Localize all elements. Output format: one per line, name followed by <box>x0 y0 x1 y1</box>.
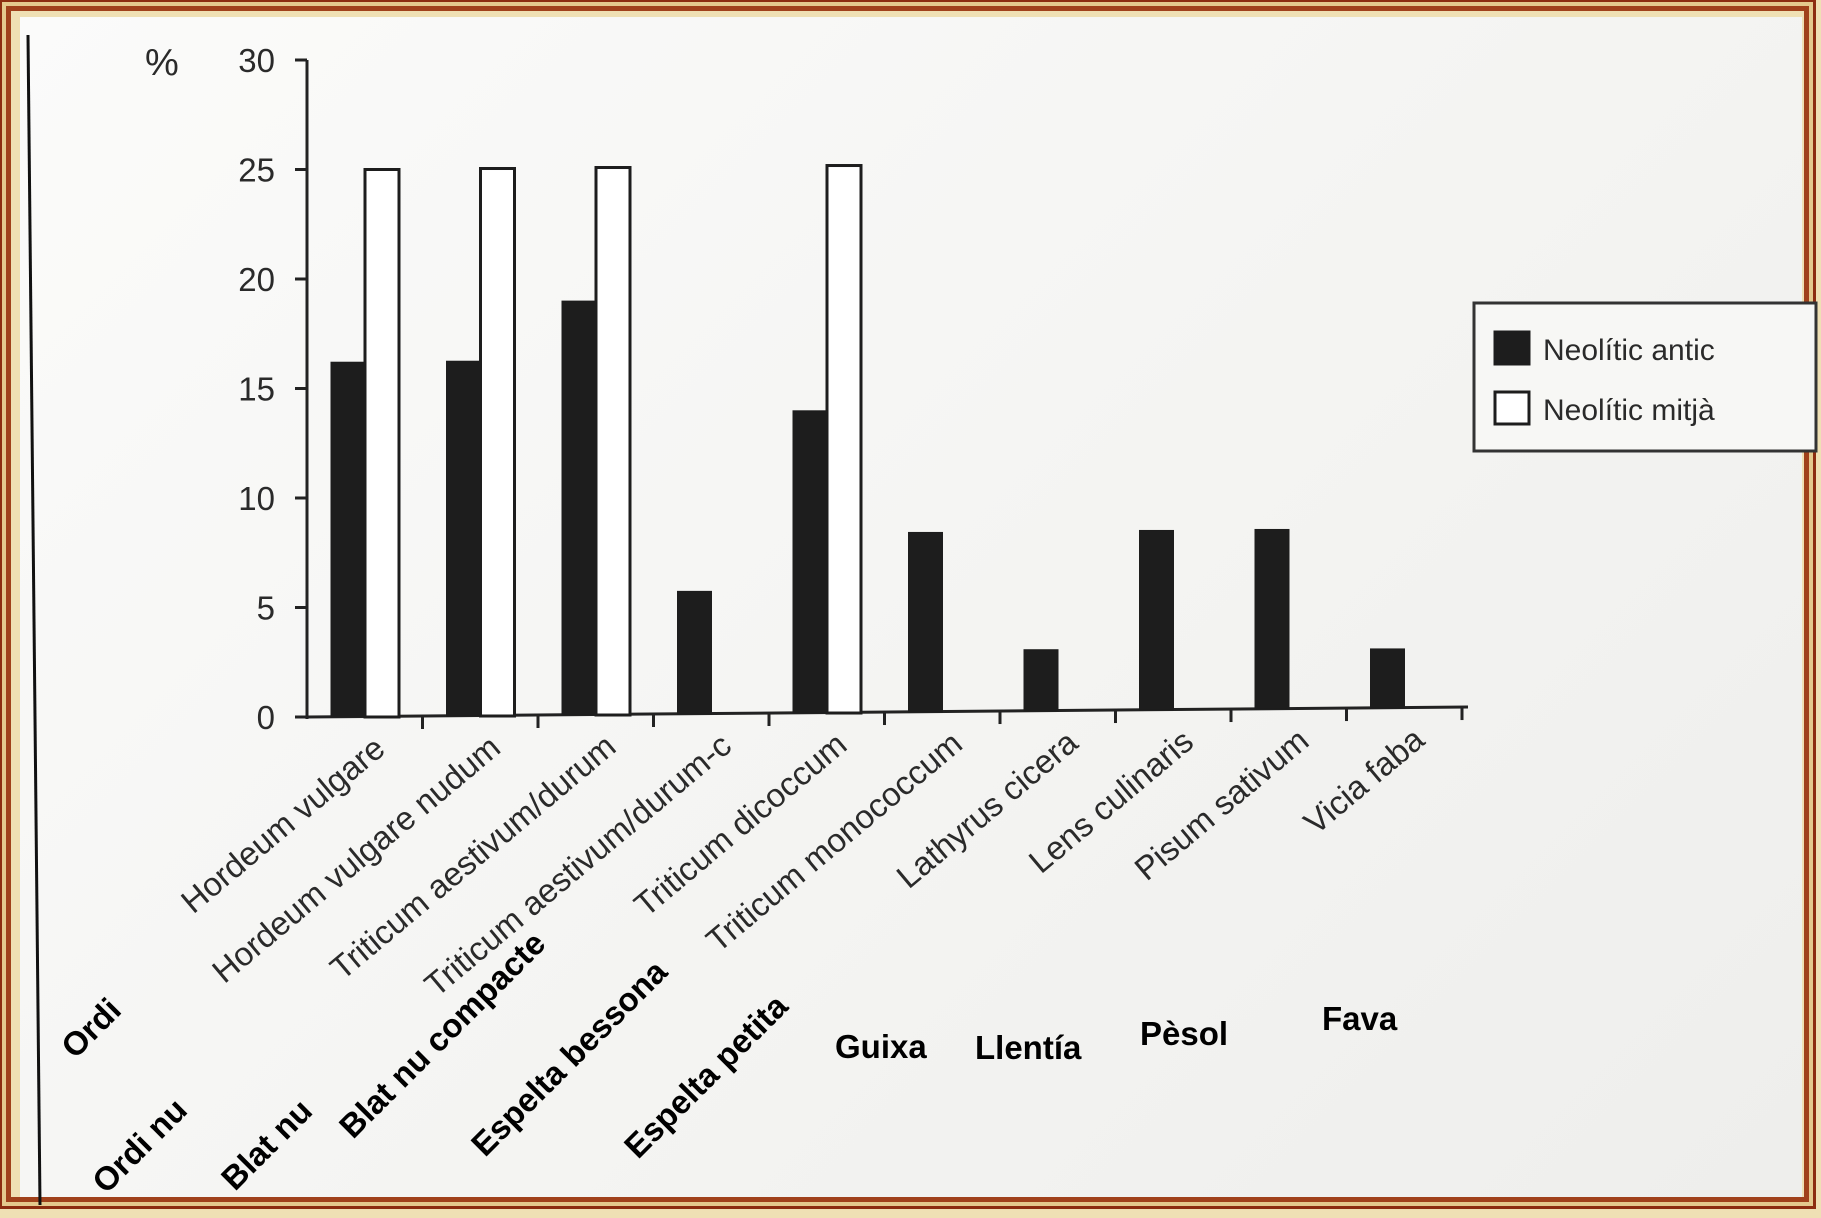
bar-neolitic-antic-7 <box>1139 529 1174 711</box>
y-tick-label-25: 25 <box>238 152 275 189</box>
bars <box>330 164 1405 719</box>
y-axis-unit: % <box>145 42 179 84</box>
y-tick-label-0: 0 <box>257 699 275 736</box>
common-name-label-6: Guixa <box>835 1028 927 1065</box>
legend-box <box>1472 301 1818 453</box>
bar-neolitic-mitja-0 <box>363 168 401 719</box>
bar-neolitic-antic-2 <box>561 300 597 716</box>
common-name-label-8: Pèsol <box>1140 1015 1228 1052</box>
bar-neolitic-antic-3 <box>677 590 712 715</box>
legend-swatch-0 <box>1493 330 1531 366</box>
page-edge-line <box>26 34 42 1206</box>
bar-neolitic-antic-8 <box>1254 528 1290 710</box>
common-name-label-5: Espelta petita <box>617 987 795 1165</box>
bar-neolitic-antic-9 <box>1370 648 1405 709</box>
x-category-label-4: Triticum dicoccum <box>627 725 854 923</box>
common-name-label-0: Ordi <box>54 991 128 1065</box>
x-category-label-9: Vicia faba <box>1297 720 1432 842</box>
x-category-label-0: Hordeum vulgare <box>174 729 392 920</box>
bar-neolitic-mitja-1 <box>479 167 516 718</box>
bar-neolitic-mitja-2 <box>594 166 632 717</box>
common-name-label-7: Llentía <box>975 1029 1082 1066</box>
y-tick-label-5: 5 <box>257 590 275 627</box>
y-tick-label-30: 30 <box>238 42 275 79</box>
y-tick-label-10: 10 <box>238 480 275 517</box>
bar-neolitic-antic-1 <box>446 360 481 717</box>
legend-swatch-1 <box>1493 390 1531 426</box>
common-name-label-2: Blat nu <box>214 1092 319 1197</box>
bar-neolitic-mitja-4 <box>825 164 863 715</box>
bar-neolitic-antic-6 <box>1023 649 1059 712</box>
bar-neolitic-antic-4 <box>792 410 828 714</box>
bar-neolitic-antic-5 <box>908 531 943 713</box>
common-name-label-9: Fava <box>1322 1000 1398 1037</box>
y-tick-label-15: 15 <box>238 371 275 408</box>
y-tick-label-20: 20 <box>238 261 275 298</box>
legend-label-0: Neolític antic <box>1543 334 1715 367</box>
bar-neolitic-antic-0 <box>330 361 366 718</box>
common-name-label-1: Ordi nu <box>85 1091 194 1200</box>
picture-frame <box>6 6 1809 1202</box>
legend-label-1: Neolític mitjà <box>1543 394 1715 427</box>
legend: Neolític antic Neolític mitjà <box>1472 301 1818 453</box>
